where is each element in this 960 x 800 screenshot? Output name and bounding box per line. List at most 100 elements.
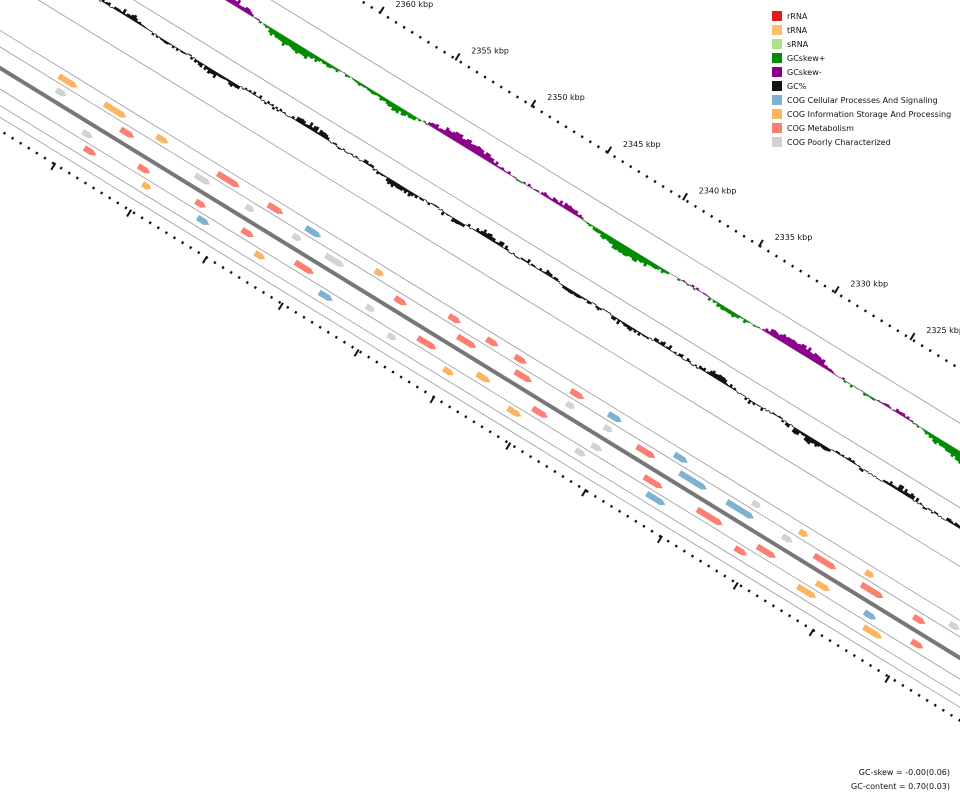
gc-skew-positive-bar [281,37,289,47]
gc-skew-positive-bar [646,260,652,266]
cds-feature [531,405,548,418]
gc-skew-positive-bar [267,26,271,30]
gc-content-bar [867,472,871,475]
gc-content-bar [403,188,409,194]
feature-arrow [373,267,384,277]
inner-minor-tick [561,474,565,479]
cds-feature [80,129,93,139]
feature-arrow [119,126,135,138]
inner-minor-tick [925,698,929,702]
gc-skew-positive-bar [707,297,712,302]
feature-arrow [195,214,210,225]
gc-content-bar [759,405,762,408]
gc-content-bar [180,50,184,53]
inner-minor-tick [715,569,719,573]
feature-arrow [485,336,499,347]
gc-content-bar [898,485,905,493]
inner-minor-tick [949,713,954,717]
gc-skew-negative-bar [248,10,253,16]
gc-skew-negative-bar [892,409,896,412]
gc-content-bar [509,252,513,255]
cds-feature [590,442,602,452]
gc-skew-positive-bar [390,103,397,112]
gc-skew-positive-bar [601,233,608,240]
feature-arrow [140,181,152,190]
gc-content-bar [558,282,562,285]
minor-tick [548,115,552,119]
major-tick [530,99,537,108]
gc-skew-negative-bar [237,4,242,9]
gc-content-bar [712,373,718,379]
gc-content-bar [929,509,933,512]
gc-content-bar [771,412,775,415]
gc-content-bar [135,20,140,24]
legend-label: COG Cellular Processes And Signaling [787,95,938,105]
gc-skew-positive-bar [922,429,927,433]
inner-minor-tick [626,514,630,518]
gc-content-bar [517,257,521,260]
feature-arrow [317,289,333,301]
minor-tick [831,289,835,293]
inner-minor-tick [723,574,727,578]
minor-tick [726,224,730,228]
gc-skew-negative-bar [483,152,490,160]
minor-tick [491,80,495,84]
gc-skew-negative-bar [751,322,754,325]
legend-item: COG Cellular Processes And Signaling [772,93,951,107]
feature-arrow [54,87,67,97]
gc-content-bar [741,393,744,396]
gc-skew-negative-bar [551,197,557,202]
inner-minor-tick [658,534,662,538]
minor-tick [888,324,892,328]
gc-content-bar [358,159,362,162]
cds-feature [447,313,461,324]
gc-content-bar [896,484,903,492]
gc-skew-negative-bar [560,204,565,208]
gc-content-bar [720,377,726,384]
inner-minor-tick [569,479,573,484]
gc-content-bar [250,92,254,95]
cds-feature [672,451,688,463]
gc-content-bar [240,85,243,88]
cds-feature [393,295,407,306]
gc-content-bar [384,175,388,179]
gc-skew-positive-bar [351,77,355,81]
gc-content-bar [767,410,771,413]
feature-arrow [393,295,407,306]
gc-content-bar [661,341,667,347]
gc-skew-positive-bar [692,287,696,291]
inner-minor-tick [391,370,395,374]
feature-arrow [750,499,761,509]
cds-feature [195,214,210,225]
cds-feature [780,533,793,543]
gc-content-bar [726,384,730,387]
gc-content-bar [322,132,327,139]
gc-skew-positive-bar [400,109,406,116]
gc-skew-plot [225,0,960,465]
feature-arrow [80,129,93,139]
gc-skew-positive-bar [742,318,747,324]
gc-content-bar [385,177,390,182]
gc-content-bar [879,479,883,482]
gc-skew-positive-bar [869,396,874,400]
gc-skew-positive-bar [300,48,306,56]
gc-skew-negative-bar [257,18,261,21]
feature-arrow [253,250,266,260]
gc-skew-negative-bar [859,389,863,392]
minor-tick [564,125,568,129]
gc-content-bar [317,129,324,136]
minor-tick [604,150,609,154]
gc-skew-positive-bar [317,57,322,62]
cds-feature [194,198,206,208]
gc-skew-positive-bar [660,268,665,274]
gc-skew-negative-bar [241,6,246,12]
inner-minor-tick [609,504,614,508]
feature-arrow [590,442,602,452]
gc-skew-positive-bar [867,395,871,398]
minor-tick [855,304,859,308]
minor-tick [499,85,503,89]
inner-minor-tick [27,146,31,150]
gc-content-bar [941,517,944,520]
minor-tick [677,194,681,199]
inner-minor-tick [941,708,945,712]
